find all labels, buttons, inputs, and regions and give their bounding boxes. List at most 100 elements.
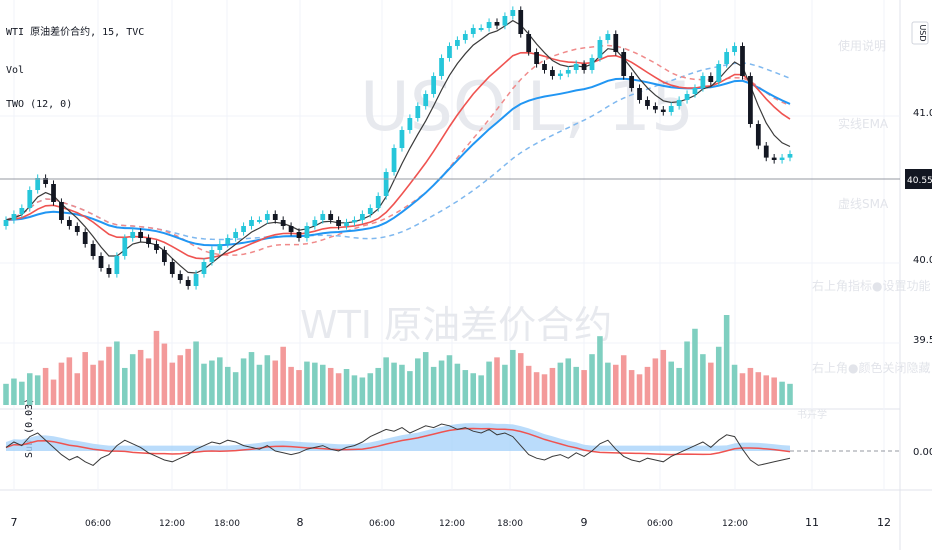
candle-body [11, 214, 17, 220]
legend-symbol[interactable]: WTI 原油差价合约, 15, TVC [6, 25, 144, 38]
candle-body [676, 100, 682, 106]
sma-slow-line [5, 62, 791, 241]
volume-bar [26, 373, 33, 405]
candle-body [771, 157, 777, 160]
watermark-name: WTI 原油差价合约 [300, 303, 612, 347]
sub-band-area [6, 423, 790, 451]
candle-body [708, 76, 714, 82]
candle-body [407, 118, 413, 130]
legend-two[interactable]: TWO (12, 0) [6, 99, 72, 110]
volume-bar [557, 362, 564, 405]
volume-bar [620, 355, 627, 405]
time-label: 06:00 [85, 519, 111, 529]
volume-bar [201, 363, 207, 405]
candle-body [367, 208, 373, 214]
time-label: 06:00 [369, 519, 395, 529]
candle-body [217, 244, 223, 250]
candle-body [233, 232, 239, 238]
volume-bar [747, 367, 754, 405]
candle-body [716, 64, 722, 82]
volume-bar [605, 362, 611, 405]
candle-body [550, 70, 555, 76]
candle-body [296, 232, 302, 238]
side-note-settings: 右上角指标●设置功能 [812, 278, 930, 293]
candle-body [383, 172, 389, 196]
candle-body [510, 10, 516, 16]
volume-bar [438, 360, 445, 405]
candle-body [225, 238, 231, 244]
candle-body [692, 88, 698, 94]
volume-bar [755, 372, 762, 405]
volume-bar [232, 372, 239, 405]
volume-bar [589, 354, 595, 405]
volume-bar [359, 377, 366, 405]
candle-body [185, 280, 191, 286]
currency-label: USD [918, 24, 927, 41]
candle-body [336, 220, 341, 226]
sma-mid-line [5, 44, 791, 256]
price-label-40: 40.00 [913, 255, 932, 266]
time-label: 12:00 [722, 519, 748, 529]
volume-bar [122, 367, 128, 405]
volume-bar [581, 370, 587, 405]
volume-bar [280, 346, 286, 405]
volume-bar [74, 373, 81, 405]
legend-sub[interactable]: Sub (0.03) [24, 398, 35, 458]
candle-body [193, 274, 199, 286]
volume-bar [248, 352, 255, 405]
volume-bar [185, 348, 191, 405]
currency-button[interactable] [911, 21, 929, 45]
candle-body [51, 184, 56, 202]
candle-body [130, 232, 136, 238]
candle-body [320, 214, 326, 220]
candle-body [439, 58, 444, 76]
candle-body [241, 226, 246, 232]
volume-bar [660, 349, 667, 405]
candle-body [652, 106, 658, 110]
side-note-author: 书卉学 [797, 408, 827, 421]
volume-bar [209, 360, 215, 405]
candle-body [415, 106, 421, 118]
sub-signal-line [5, 427, 791, 456]
candle-body [526, 34, 532, 52]
volume-bar [375, 367, 381, 405]
volume-bar [763, 375, 770, 405]
volume-bar [312, 362, 318, 405]
legend-vol[interactable]: Vol [6, 65, 24, 76]
volume-bar [613, 364, 619, 405]
time-axis[interactable]: 7 06:00 12:00 18:00 8 06:00 12:00 18:00 9 06:00 12… [11, 516, 892, 529]
candle-body [304, 226, 310, 238]
volume-bar [3, 383, 9, 405]
volume-bar [82, 352, 88, 405]
volume-bar [502, 364, 508, 405]
volume-bar [42, 367, 49, 405]
volume-bar [692, 328, 698, 405]
volume-bar [644, 366, 651, 405]
candle-body [423, 94, 429, 106]
volume-bar [351, 375, 358, 405]
volume-bar [415, 358, 421, 405]
volume-bar [668, 361, 674, 405]
candle-body [82, 232, 88, 244]
candle-body [399, 130, 405, 148]
candle-body [724, 52, 730, 64]
ema-fast-line [5, 19, 791, 274]
price-label-39-5: 39.50 [913, 335, 932, 346]
volume-bar [628, 370, 635, 405]
volume-bar [34, 375, 41, 405]
candle-body [328, 214, 334, 220]
candle-body [249, 220, 254, 226]
volume-bar [470, 373, 477, 405]
main-pane[interactable] [0, 0, 900, 408]
candle-body [455, 40, 460, 46]
candle-body [280, 220, 286, 226]
candle-body [209, 250, 215, 262]
candle-body [748, 76, 753, 124]
candle-body [597, 40, 603, 58]
current-price-badge [905, 169, 932, 189]
volume-bar [90, 364, 96, 405]
time-label: 12 [877, 516, 891, 529]
candle-body [312, 220, 318, 226]
candle-body [98, 256, 104, 268]
